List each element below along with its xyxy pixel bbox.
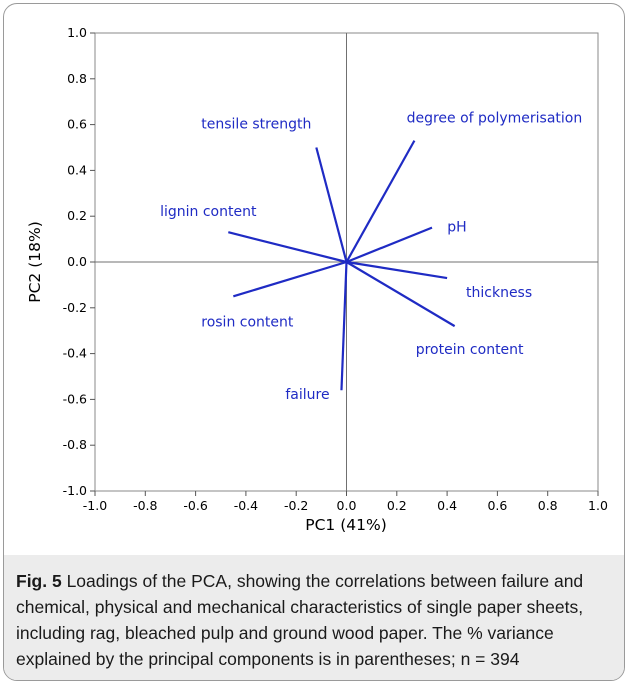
loading-label-protein-content: protein content — [416, 342, 524, 358]
loading-vector-ph — [346, 226, 433, 264]
x-tick-label: -0.2 — [284, 498, 308, 513]
caption-background — [4, 555, 624, 680]
loading-label-thickness: thickness — [466, 285, 532, 301]
y-tick-label: -0.4 — [63, 346, 87, 361]
x-tick-label: 0.6 — [487, 498, 507, 513]
figure-label: Fig. 5 — [16, 571, 62, 591]
y-tick-label: 0.0 — [67, 254, 87, 269]
y-tick-label: 0.8 — [67, 71, 87, 86]
x-tick-label: 0.8 — [538, 498, 558, 513]
y-tick-label: -1.0 — [63, 483, 87, 498]
x-tick-label: -1.0 — [83, 498, 107, 513]
x-tick-label: -0.6 — [183, 498, 207, 513]
loading-label-degree-of-polymerisation: degree of polymerisation — [407, 111, 583, 127]
x-tick-label: 0.4 — [437, 498, 457, 513]
loading-label-tensile-strength: tensile strength — [201, 117, 311, 133]
loading-vector-degree-of-polymerisation — [345, 140, 416, 263]
loading-vector-protein-content — [345, 261, 456, 328]
loading-vector-rosin-content — [233, 260, 347, 298]
loading-label-lignin-content: lignin content — [160, 204, 257, 220]
y-tick-label: -0.8 — [63, 437, 87, 452]
loading-vector-lignin-content — [228, 231, 347, 264]
x-tick-label: 1.0 — [588, 498, 608, 513]
figure-caption: Fig. 5 Loadings of the PCA, showing the … — [16, 568, 616, 672]
y-tick-label: -0.6 — [63, 391, 87, 406]
y-tick-label: 0.2 — [67, 208, 87, 223]
y-tick-label: 0.4 — [67, 162, 87, 177]
y-tick-label: 1.0 — [67, 25, 87, 40]
x-tick-label: -0.4 — [234, 498, 258, 513]
pca-loadings-chart: -1.0 -0.8 -0.6 -0.4 -0.2 0.0 0.2 0.4 0.6 0.8 1.0 -… — [26, 25, 608, 534]
loading-label-rosin-content: rosin content — [201, 314, 294, 330]
loading-vector-tensile-strength — [315, 147, 348, 263]
loading-label-ph: pH — [447, 220, 466, 236]
y-tick-label: -0.2 — [63, 300, 87, 315]
loading-label-failure: failure — [285, 387, 329, 403]
y-tick-label: 0.6 — [67, 117, 87, 132]
figure-caption-text: Loadings of the PCA, showing the correla… — [16, 571, 584, 669]
x-tick-label: 0.0 — [337, 498, 357, 513]
x-axis-title: PC1 (41%) — [305, 516, 387, 534]
loading-vector-failure — [340, 261, 348, 391]
x-tick-label: 0.2 — [387, 498, 407, 513]
loading-vector-thickness — [346, 260, 448, 280]
x-tick-label: -0.8 — [133, 498, 157, 513]
y-axis-title: PC2 (18%) — [26, 221, 44, 303]
